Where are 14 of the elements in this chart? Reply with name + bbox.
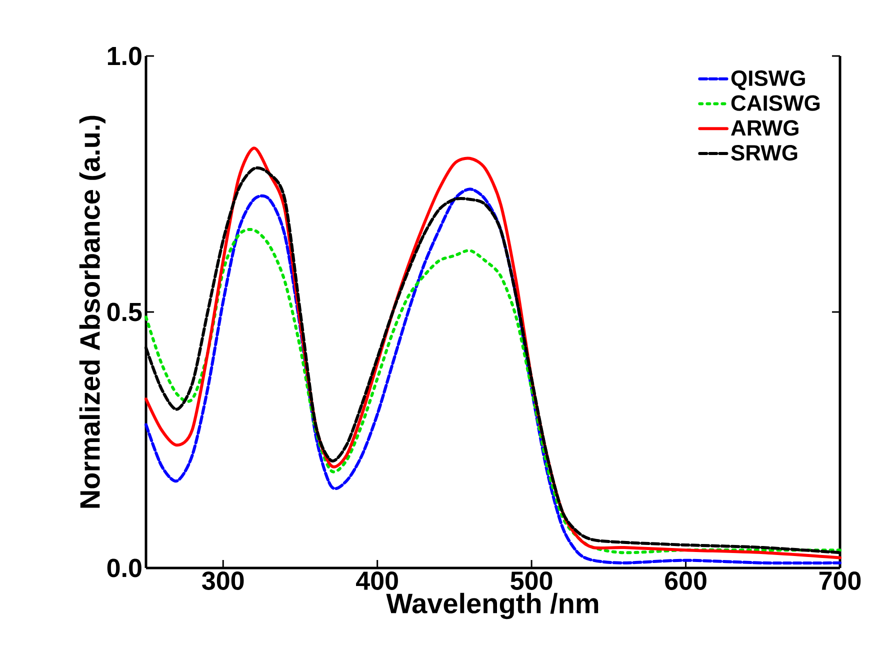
legend-label: SRWG <box>731 145 798 161</box>
x-tick-label: 300 <box>202 572 244 590</box>
legend-label: CAISWG <box>731 95 820 111</box>
y-tick-label: 0.0 <box>107 558 142 578</box>
y-axis-title: Normalized Absorbance (a.u.) <box>79 116 106 508</box>
x-tick-label: 700 <box>819 572 861 590</box>
y-tick-label: 0.5 <box>107 302 142 322</box>
y-tick-label: 1.0 <box>108 46 142 66</box>
legend-label: QISWG <box>731 70 805 90</box>
x-tick-label: 500 <box>510 572 552 590</box>
x-axis-title: Wavelength /nm <box>386 592 598 620</box>
x-tick-label: 600 <box>665 572 706 590</box>
legend-label: ARWG <box>731 120 798 136</box>
x-tick-label: 400 <box>356 572 398 590</box>
